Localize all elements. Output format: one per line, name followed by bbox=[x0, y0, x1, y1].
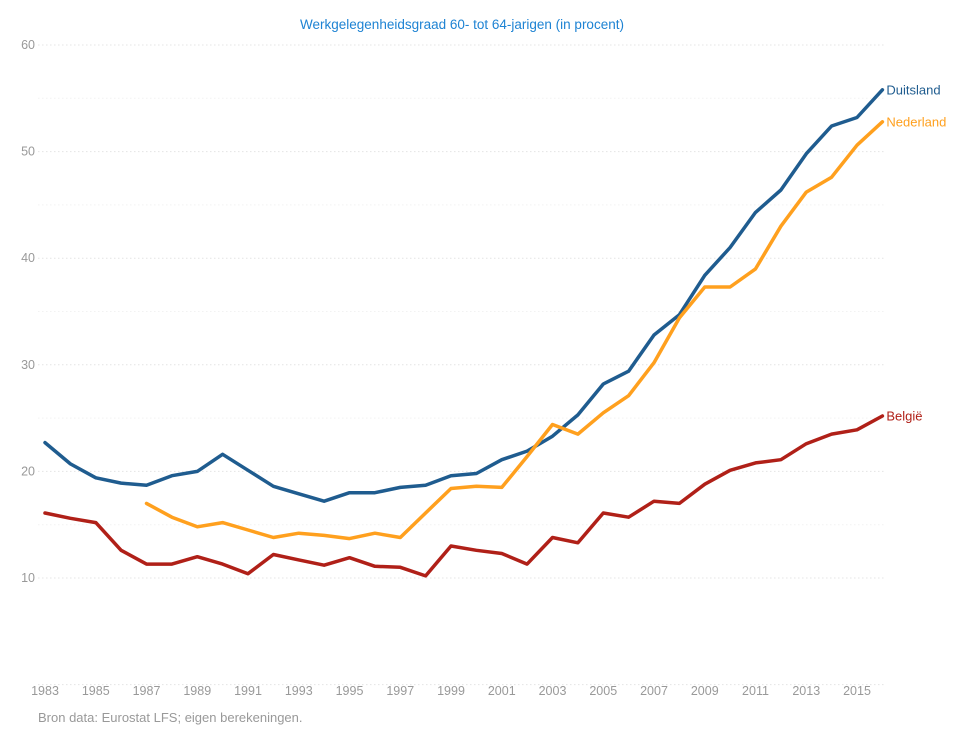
y-axis-tick-label: 30 bbox=[21, 358, 35, 372]
x-axis-tick-label: 2011 bbox=[742, 684, 769, 698]
series-label-belgie: België bbox=[886, 408, 922, 423]
x-axis-tick-label: 1983 bbox=[31, 684, 59, 698]
x-axis-tick-label: 2001 bbox=[488, 684, 516, 698]
x-axis-tick-label: 2007 bbox=[640, 684, 668, 698]
chart-title: Werkgelegenheidsgraad 60- tot 64-jarigen… bbox=[300, 17, 624, 32]
y-axis-tick-label: 40 bbox=[21, 251, 35, 265]
series-label-nederland: Nederland bbox=[886, 114, 946, 129]
y-axis-tick-label: 20 bbox=[21, 464, 35, 478]
x-axis-tick-label: 2005 bbox=[589, 684, 617, 698]
x-axis-tick-label: 1985 bbox=[82, 684, 110, 698]
x-axis-tick-label: 1989 bbox=[183, 684, 211, 698]
series-line-belgie bbox=[43, 414, 885, 578]
x-axis-tick-label: 1987 bbox=[133, 684, 161, 698]
series-label-duitsland: Duitsland bbox=[886, 82, 940, 97]
x-axis-tick-label: 1999 bbox=[437, 684, 465, 698]
x-axis-tick-label: 2013 bbox=[792, 684, 820, 698]
series-line-duitsland bbox=[43, 88, 885, 503]
x-axis-tick-label: 1991 bbox=[234, 684, 262, 698]
source-note: Bron data: Eurostat LFS; eigen berekenin… bbox=[38, 710, 303, 725]
x-axis-tick-label: 1997 bbox=[386, 684, 414, 698]
y-axis-tick-label: 60 bbox=[21, 38, 35, 52]
x-axis-tick-label: 2009 bbox=[691, 684, 719, 698]
x-axis-tick-label: 1995 bbox=[336, 684, 364, 698]
y-axis-tick-label: 50 bbox=[21, 145, 35, 159]
x-axis-tick-label: 2003 bbox=[539, 684, 567, 698]
y-axis-tick-label: 10 bbox=[21, 571, 35, 585]
x-axis-tick-label: 2015 bbox=[843, 684, 871, 698]
series-line-nederland bbox=[144, 120, 885, 541]
x-axis-tick-label: 1993 bbox=[285, 684, 313, 698]
